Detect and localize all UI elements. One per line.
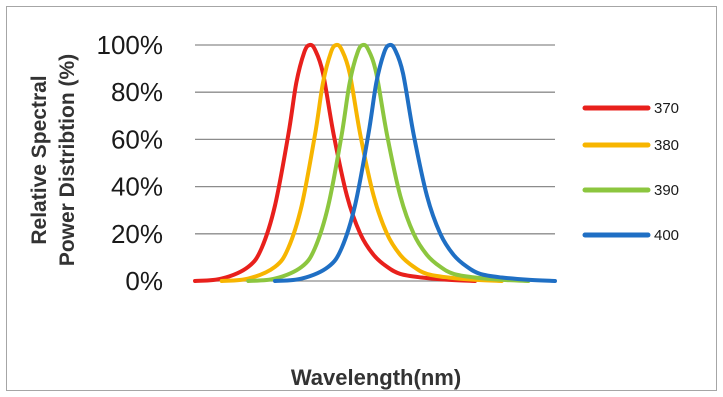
series-line-390	[246, 42, 531, 283]
legend-label-390: 390	[654, 182, 679, 199]
series-lines	[193, 42, 557, 283]
y-tick-labels: 0% 20% 40% 60% 80% 100%	[97, 30, 164, 296]
y-tick-label: 100%	[97, 30, 164, 60]
y-tick-label: 0%	[125, 266, 163, 296]
x-axis-label: Wavelength(nm)	[291, 365, 461, 390]
legend-label-400: 400	[654, 227, 679, 244]
series-line-370	[193, 42, 477, 283]
legend[interactable]: 370 380 390 400	[582, 100, 679, 244]
y-tick-label: 60%	[111, 124, 163, 154]
series-line-380	[219, 42, 504, 283]
legend-label-380: 380	[654, 137, 679, 154]
y-tick-label: 20%	[111, 219, 163, 249]
y-axis-label-line2: Power Distribtion (%)	[56, 54, 79, 266]
chart-frame	[6, 6, 717, 391]
y-tick-label: 80%	[111, 77, 163, 107]
y-tick-label: 40%	[111, 172, 163, 202]
legend-label-370: 370	[654, 100, 679, 117]
series-line-400	[273, 42, 557, 283]
y-axis-label-line1: Relative Spectral	[28, 75, 51, 244]
